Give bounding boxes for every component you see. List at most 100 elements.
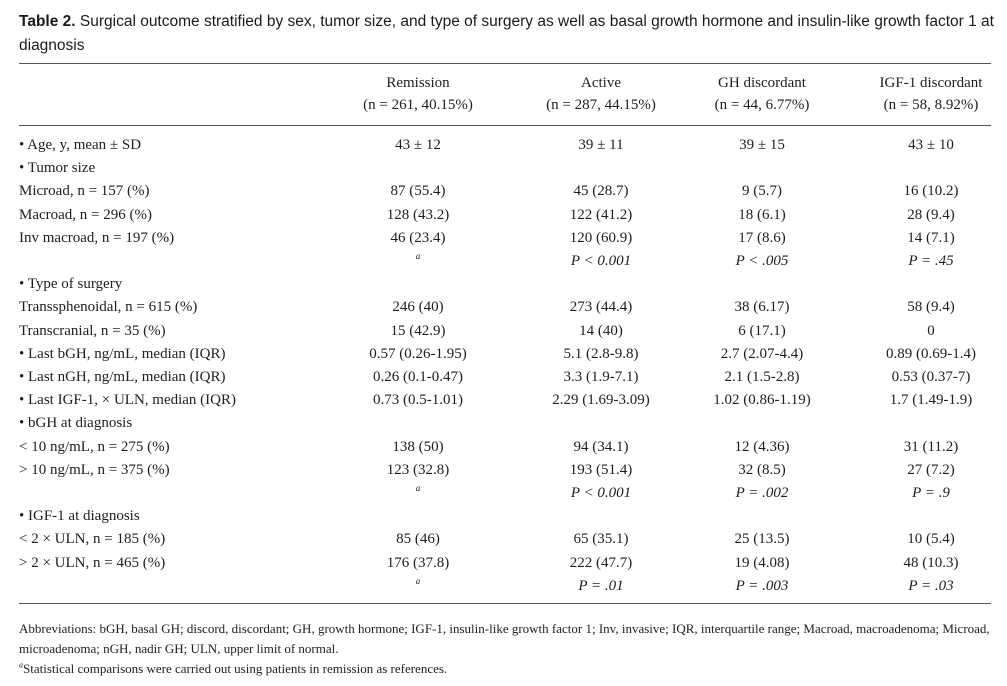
cell-gh-discordant: 1.02 (0.86-1.19) (713, 392, 811, 409)
cell-igf1-discordant: 0 (927, 322, 935, 339)
header-gh-discordant-n: (n = 44, 6.77%) (714, 97, 810, 113)
cell-active: 120 (60.9) (569, 229, 633, 246)
bottom-rule (19, 603, 991, 604)
table-row: Transcranial, n = 35 (%) 15 (42.9) 14 (40)… (0, 320, 1007, 343)
cell-gh-discordant: 39 ± 15 (739, 137, 785, 153)
pvalue-row: a P < 0.001 P = .002 P = .9 (0, 482, 1007, 505)
cell-remission: 128 (43.2) (386, 206, 450, 223)
header-gh-discordant-name: GH discordant (718, 75, 806, 91)
cell-igf1-discordant: P = .9 (912, 485, 950, 501)
row-label: • Last IGF-1, × ULN, median (IQR) (19, 392, 237, 409)
cell-remission: 46 (23.4) (390, 229, 446, 246)
table-row: • IGF-1 at diagnosis (0, 505, 1007, 528)
row-label: Microad, n = 157 (%) (19, 183, 150, 200)
row-label: • Tumor size (19, 160, 96, 177)
table-row: < 2 × ULN, n = 185 (%) 85 (46) 65 (35.1) 25… (0, 528, 1007, 551)
cell-remission: 0.26 (0.1-0.47) (373, 369, 463, 385)
cell-gh-discordant: 2.7 (2.07-4.4) (720, 345, 804, 362)
cell-active: 193 (51.4) (569, 461, 633, 478)
cell-remission: a (415, 483, 421, 493)
header-remission-n: (n = 261, 40.15%) (363, 97, 473, 113)
cell-active: 273 (44.4) (569, 299, 633, 316)
pvalue-row: a P = .01 P = .003 P = .03 (0, 575, 1007, 598)
cell-active: P < 0.001 (570, 253, 632, 269)
row-label: • bGH at diagnosis (19, 415, 133, 432)
cell-igf1-discordant: 0.89 (0.69-1.4) (886, 345, 976, 362)
row-label: < 10 ng/mL, n = 275 (%) (19, 438, 170, 455)
header-active-n: (n = 287, 44.15%) (546, 97, 656, 113)
table-row: < 10 ng/mL, n = 275 (%) 138 (50) 94 (34.1)… (0, 436, 1007, 459)
cell-gh-discordant: 25 (13.5) (734, 531, 790, 548)
cell-igf1-discordant: 28 (9.4) (907, 206, 955, 223)
cell-gh-discordant: 32 (8.5) (738, 461, 786, 478)
row-label: > 10 ng/mL, n = 375 (%) (19, 461, 170, 478)
row-label: Inv macroad, n = 197 (%) (19, 229, 175, 246)
cell-gh-discordant: P < .005 (735, 253, 789, 269)
cell-remission: 0.57 (0.26-1.95) (369, 345, 467, 362)
cell-remission: 123 (32.8) (386, 461, 450, 478)
row-label: Transsphenoidal, n = 615 (%) (19, 299, 198, 316)
cell-active: 45 (28.7) (573, 183, 629, 200)
table-row: • Last IGF-1, × ULN, median (IQR) 0.73 (0… (0, 389, 1007, 412)
table-row: > 10 ng/mL, n = 375 (%) 123 (32.8) 193 (51… (0, 459, 1007, 482)
header-igf1-discordant: IGF-1 discordant (n = 58, 8.92%) (861, 72, 1001, 116)
cell-gh-discordant: 9 (5.7) (742, 183, 782, 200)
table-row: Transsphenoidal, n = 615 (%) 246 (40) 273 … (0, 296, 1007, 319)
cell-active: 122 (41.2) (569, 206, 633, 223)
table-row: • Tumor size (0, 157, 1007, 180)
cell-gh-discordant: 2.1 (1.5-2.8) (724, 369, 800, 385)
row-label: • Last bGH, ng/mL, median (IQR) (19, 345, 226, 362)
cell-remission: 0.73 (0.5-1.01) (373, 392, 463, 409)
table-row: • Last bGH, ng/mL, median (IQR) 0.57 (0.2… (0, 343, 1007, 366)
table-row: Microad, n = 157 (%) 87 (55.4) 45 (28.7) 9 … (0, 180, 1007, 203)
table-row: > 2 × ULN, n = 465 (%) 176 (37.8) 222 (47.… (0, 552, 1007, 575)
header-active: Active (n = 287, 44.15%) (481, 72, 721, 116)
cell-igf1-discordant: 27 (7.2) (907, 461, 955, 478)
row-label: • Type of surgery (19, 276, 123, 293)
cell-gh-discordant: 6 (17.1) (738, 322, 786, 339)
cell-gh-discordant: P = .003 (735, 577, 789, 594)
header-igf1-discordant-name: IGF-1 discordant (879, 75, 983, 91)
cell-igf1-discordant: P = .03 (908, 577, 954, 594)
header-rule (19, 125, 991, 126)
cell-remission: a (415, 251, 421, 261)
cell-active: P = .01 (578, 577, 624, 594)
row-label: Macroad, n = 296 (%) (19, 206, 153, 223)
table-row: • bGH at diagnosis (0, 412, 1007, 435)
cell-igf1-discordant: 0.53 (0.37-7) (891, 369, 971, 385)
cell-remission: 176 (37.8) (386, 554, 450, 571)
footnote-a-marker: a (19, 660, 23, 670)
cell-remission: 138 (50) (392, 438, 444, 455)
cell-igf1-discordant: 1.7 (1.49-1.9) (889, 392, 973, 409)
row-label: • Age, y, mean ± SD (19, 137, 142, 153)
cell-igf1-discordant: P = .45 (908, 253, 954, 269)
header-gh-discordant: GH discordant (n = 44, 6.77%) (654, 72, 870, 116)
table-row: Inv macroad, n = 197 (%) 46 (23.4) 120 (60… (0, 227, 1007, 250)
table-caption: Table 2. Surgical outcome stratified by … (19, 10, 994, 58)
cell-gh-discordant: 17 (8.6) (738, 229, 786, 246)
header-remission-name: Remission (386, 75, 450, 91)
header-active-name: Active (581, 75, 621, 91)
cell-active: 39 ± 11 (578, 137, 624, 153)
cell-remission: 15 (42.9) (390, 322, 446, 339)
row-label: > 2 × ULN, n = 465 (%) (19, 554, 166, 571)
cell-remission: 246 (40) (392, 299, 444, 316)
cell-igf1-discordant: 58 (9.4) (907, 299, 955, 316)
table-row: • Last nGH, ng/mL, median (IQR) 0.26 (0.1… (0, 366, 1007, 389)
cell-gh-discordant: 18 (6.1) (738, 206, 786, 223)
header-remission: Remission (n = 261, 40.15%) (298, 72, 538, 116)
cell-igf1-discordant: 16 (10.2) (903, 183, 959, 200)
cell-remission: 85 (46) (396, 531, 440, 548)
cell-igf1-discordant: 14 (7.1) (907, 229, 955, 246)
row-label: Transcranial, n = 35 (%) (19, 322, 166, 339)
cell-active: P < 0.001 (570, 485, 632, 501)
cell-igf1-discordant: 43 ± 10 (908, 137, 954, 153)
row-label: • IGF-1 at diagnosis (19, 508, 140, 525)
footnote-a: aStatistical comparisons were carried ou… (19, 659, 994, 679)
cell-active: 5.1 (2.8-9.8) (563, 345, 639, 362)
header-igf1-discordant-n: (n = 58, 8.92%) (883, 97, 979, 113)
cell-gh-discordant: 38 (6.17) (734, 299, 790, 316)
cell-active: 65 (35.1) (573, 531, 629, 548)
cell-igf1-discordant: 10 (5.4) (907, 531, 955, 548)
